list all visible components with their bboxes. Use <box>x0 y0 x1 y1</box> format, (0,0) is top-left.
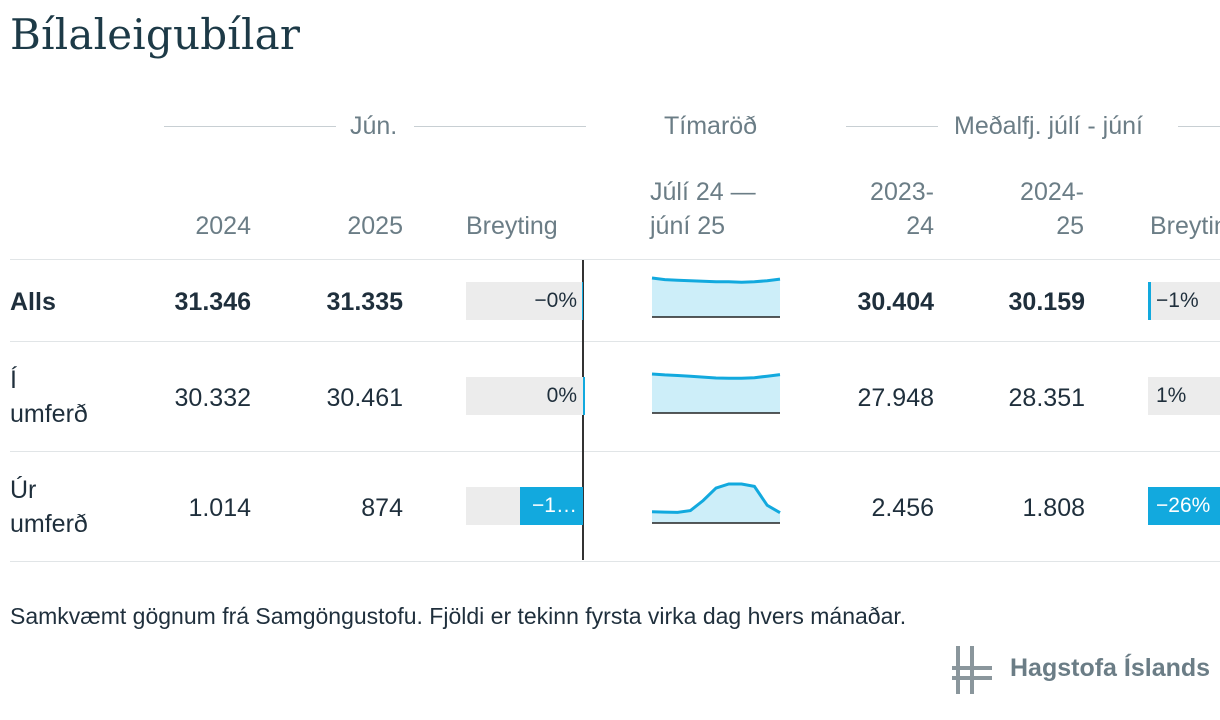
column-header-avg-2024-25: 2024- 25 <box>1020 178 1084 240</box>
sparkline <box>651 276 781 318</box>
cell-avg-2024-25: 30.159 <box>1008 288 1085 316</box>
avg-change-bar-background <box>1148 377 1220 415</box>
row-divider <box>10 451 1220 452</box>
sparkline <box>651 482 781 524</box>
cell-jun-2024: 1.014 <box>188 494 251 522</box>
cell-jun-2024: 31.346 <box>174 288 251 316</box>
avg-change-bar <box>1148 487 1220 525</box>
change-label: 0% <box>546 384 577 407</box>
sparkline-area <box>652 278 780 317</box>
hagstofa-logo-icon <box>952 646 992 694</box>
group-divider-avg-right <box>1178 126 1220 127</box>
cell-jun-2025: 30.461 <box>326 384 403 412</box>
avg-change-label: 1% <box>1156 384 1187 407</box>
sparkline-line <box>651 276 781 284</box>
avg-change-bar <box>1148 282 1152 320</box>
row-divider <box>10 561 1220 562</box>
change-bar <box>582 282 583 320</box>
hagstofa-logo-text: Hagstofa Íslands <box>1010 654 1211 682</box>
column-header-2024: 2024 <box>195 212 251 240</box>
avg-change-label: −1% <box>1156 289 1199 312</box>
footnote: Samkvæmt gögnum frá Samgöngustofu. Fjöld… <box>10 603 907 629</box>
sparkline-line <box>651 482 781 514</box>
column-header-avg-2023-24: 2023- 24 <box>870 178 934 240</box>
column-header-2025: 2025 <box>347 212 403 240</box>
sparkline <box>651 372 781 414</box>
group-divider-left <box>164 126 336 127</box>
avg-change-label: −26% <box>1156 494 1211 517</box>
cell-avg-2023-24: 2.456 <box>871 494 934 522</box>
change-label: −1… <box>532 494 577 517</box>
cell-avg-2024-25: 28.351 <box>1008 384 1085 412</box>
row-divider <box>10 341 1220 342</box>
change-bar <box>583 377 585 415</box>
column-header-change: Breyting <box>466 212 558 240</box>
group-divider-avg-left <box>846 126 938 127</box>
cell-avg-2023-24: 27.948 <box>857 384 934 412</box>
row-label-alls: Alls <box>10 288 56 316</box>
change-label: −0% <box>534 289 577 312</box>
cell-jun-2025: 874 <box>361 494 403 522</box>
column-header-series: Júlí 24 — júní 25 <box>650 178 756 240</box>
change-bar <box>520 487 583 525</box>
page-title: Bílaleigubílar <box>10 10 301 59</box>
cell-avg-2023-24: 30.404 <box>857 288 934 316</box>
group-label-average: Meðalfj. júlí - júní <box>954 112 1143 140</box>
cell-jun-2025: 31.335 <box>326 288 403 316</box>
sparkline-area <box>652 484 780 523</box>
change-bar-background <box>466 282 583 320</box>
group-label-series: Tímaröð <box>664 112 758 140</box>
sparkline-area <box>652 374 780 413</box>
cell-jun-2024: 30.332 <box>174 384 251 412</box>
sparkline-line <box>651 372 781 380</box>
column-header-avg-change: Breyting <box>1150 212 1220 240</box>
group-label-month: Jún. <box>350 112 398 140</box>
header-divider <box>10 259 1220 260</box>
cell-avg-2024-25: 1.808 <box>1022 494 1085 522</box>
group-divider-right <box>414 126 586 127</box>
avg-change-bar-background <box>1148 282 1220 320</box>
change-bar-background <box>466 377 583 415</box>
row-label-ur-umferd: Úr umferð <box>10 476 88 538</box>
